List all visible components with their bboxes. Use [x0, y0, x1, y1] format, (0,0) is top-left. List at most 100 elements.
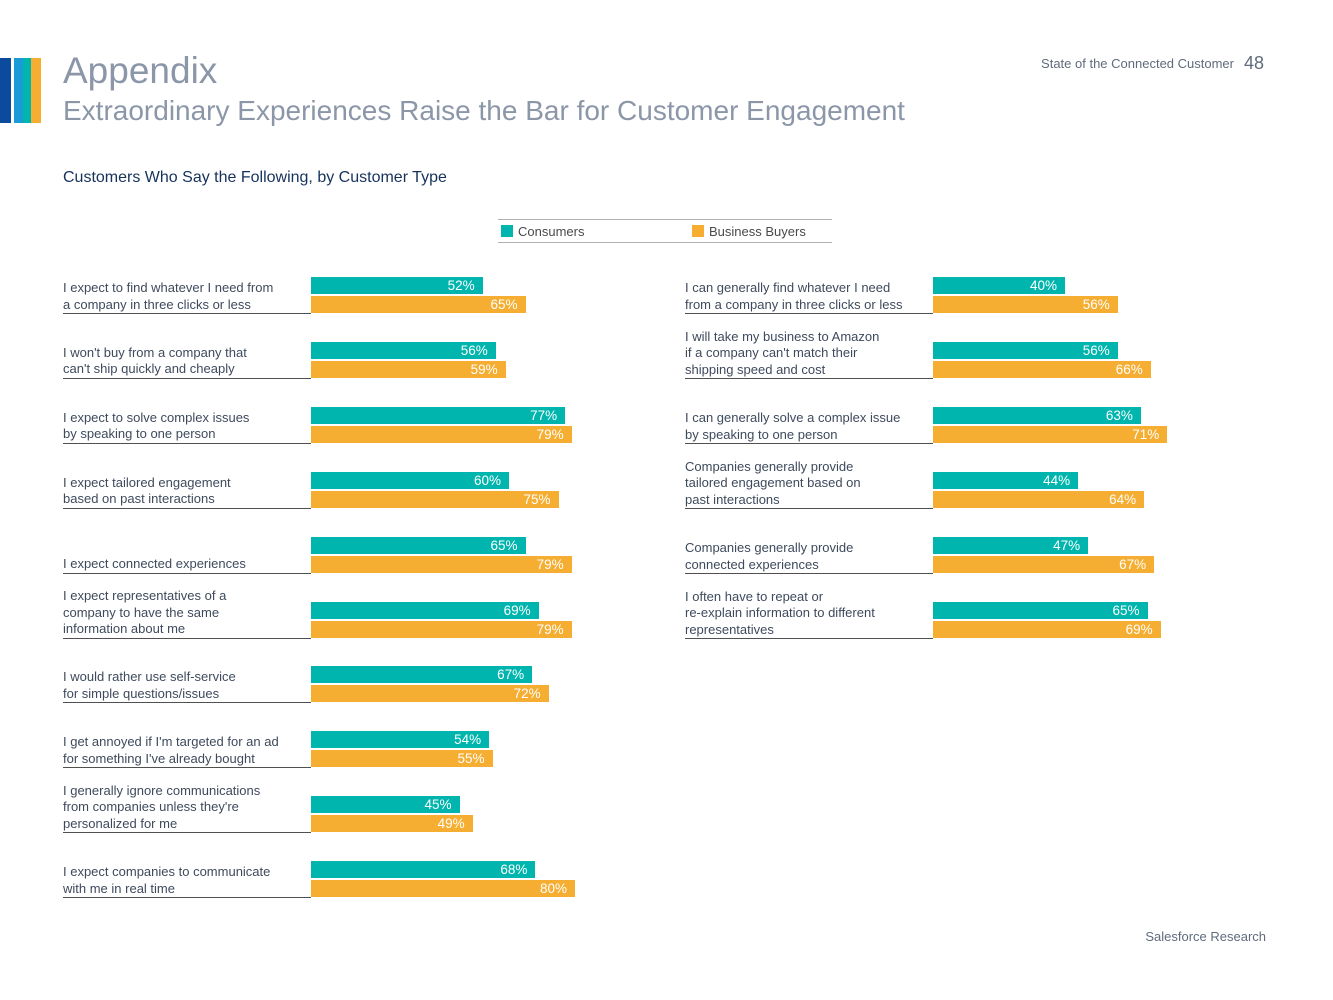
row-label-line: connected experiences [685, 556, 819, 572]
row-label-line: by speaking to one person [685, 426, 838, 442]
row-divider [685, 573, 933, 574]
row-label: I can generally solve a complex issue by … [685, 410, 925, 443]
bar-consumers: 45% [311, 796, 460, 814]
row-divider [63, 897, 311, 899]
brand-stripe-3 [23, 58, 31, 123]
row-label-line: I expect representatives of a [63, 588, 227, 603]
page-subtitle: Extraordinary Experiences Raise the Bar … [63, 95, 905, 126]
row-label-line: re-explain information to different [685, 605, 875, 620]
bar-business-buyers: 80% [311, 880, 575, 898]
row-label: I won't buy from a company that can't shi… [63, 345, 303, 378]
row-divider [63, 442, 311, 444]
row-label: I generally ignore communications from co… [63, 783, 303, 833]
row-divider [63, 637, 311, 639]
bar-consumers: 69% [311, 601, 539, 619]
row-label-line: Companies generally provide [685, 458, 854, 474]
bar-consumers: 60% [311, 471, 509, 489]
bar-business-buyers: 59% [311, 360, 506, 378]
row-label-line: with me in real time [63, 880, 175, 896]
row-label-line: shipping speed and cost [685, 361, 826, 377]
row-label-line: representatives [685, 621, 774, 637]
row-divider [63, 832, 311, 834]
bar-consumers: 65% [933, 602, 1148, 619]
row-label-line: I can generally solve a complex issue [685, 410, 901, 425]
row-label-line: from companies unless they're [63, 799, 239, 815]
row-divider [63, 313, 311, 314]
row-label: I get annoyed if I'm targeted for an ad f… [63, 734, 303, 767]
bar-consumers: 67% [311, 666, 533, 684]
row-label: I expect companies to communicate with me… [63, 864, 303, 897]
row-label-line: a company in three clicks or less [63, 296, 251, 312]
brand-stripe-2 [14, 58, 23, 123]
bar-consumers: 77% [311, 406, 566, 424]
bar-business-buyers: 79% [311, 555, 572, 573]
row-divider [685, 508, 933, 509]
bar-business-buyers: 72% [311, 685, 549, 703]
row-label: I can generally find whatever I need from… [685, 280, 925, 313]
bar-business-buyers: 67% [933, 556, 1155, 573]
bar-business-buyers: 69% [933, 621, 1161, 638]
bar-business-buyers: 79% [311, 620, 572, 638]
brand-stripe-4 [31, 58, 41, 123]
row-label-line: I expect connected experiences [63, 556, 246, 572]
row-label-line: I expect companies to communicate [63, 864, 271, 880]
bar-business-buyers: 64% [933, 491, 1145, 508]
bar-business-buyers: 75% [311, 490, 559, 508]
row-divider [63, 377, 311, 379]
bar-consumers: 56% [311, 341, 496, 359]
page-title: Appendix [63, 50, 218, 91]
row-divider [63, 507, 311, 509]
row-label-line: for simple questions/issues [63, 685, 220, 701]
row-label: I expect connected experiences [63, 556, 303, 573]
row-label: I expect to solve complex issues by speak… [63, 410, 303, 443]
row-divider [63, 767, 311, 769]
row-label: I expect to find whatever I need from a c… [63, 280, 303, 313]
row-label-line: I will take my business to Amazon [685, 328, 880, 344]
row-label-line: I generally ignore communications [63, 782, 261, 798]
row-label-line: I get annoyed if I'm targeted for an ad [63, 734, 279, 750]
legend-item-business-buyers: Business Buyers [692, 224, 806, 239]
bar-consumers: 54% [311, 731, 490, 749]
row-label-line: I expect tailored engagement [63, 474, 231, 490]
row-label-line: I won't buy from a company that [63, 344, 247, 360]
bar-consumers: 44% [933, 472, 1079, 489]
bar-consumers: 40% [933, 277, 1065, 294]
bar-business-buyers: 49% [311, 815, 473, 833]
row-label-line: for something I've already bought [63, 750, 255, 766]
legend-label-business-buyers: Business Buyers [709, 224, 806, 239]
row-divider [685, 313, 933, 314]
row-label-line: if a company can't match their [685, 345, 858, 360]
row-label-line: I expect to find whatever I need from [63, 280, 274, 295]
legend-item-consumers: Consumers [501, 224, 584, 239]
row-label: Companies generally provide connected exp… [685, 540, 925, 573]
row-divider [685, 443, 933, 444]
row-label: I expect tailored engagement based on pas… [63, 475, 303, 508]
row-label-line: Companies generally provide [685, 540, 854, 555]
row-label-line: company to have the same [63, 604, 220, 620]
row-label-line: personalized for me [63, 815, 178, 831]
row-label: I often have to repeat or re-explain info… [685, 589, 925, 639]
source-footer: Salesforce Research [1145, 929, 1266, 944]
row-divider [685, 378, 933, 379]
row-label-line: can't ship quickly and cheaply [63, 361, 235, 377]
row-label-line: based on past interactions [63, 491, 215, 507]
row-divider [63, 572, 311, 574]
row-divider [685, 638, 933, 639]
bar-business-buyers: 65% [311, 296, 526, 313]
chart-title: Customers Who Say the Following, by Cust… [63, 169, 447, 186]
bar-business-buyers: 66% [933, 361, 1151, 378]
bar-consumers: 63% [933, 407, 1141, 424]
legend-swatch-business-buyers [692, 225, 704, 237]
row-label-line: tailored engagement based on [685, 475, 861, 490]
legend-label-consumers: Consumers [518, 224, 585, 239]
row-label-line: from a company in three clicks or less [685, 296, 903, 312]
bar-consumers: 68% [311, 861, 536, 879]
chart-legend: Consumers Business Buyers [498, 219, 832, 243]
bar-consumers: 56% [933, 342, 1118, 359]
brand-stripes [0, 58, 41, 123]
row-label-line: I can generally find whatever I need [685, 280, 891, 295]
row-label-line: information about me [63, 621, 186, 636]
bar-business-buyers: 56% [933, 296, 1118, 313]
row-label-line: by speaking to one person [63, 426, 216, 442]
bar-consumers: 65% [311, 536, 526, 554]
